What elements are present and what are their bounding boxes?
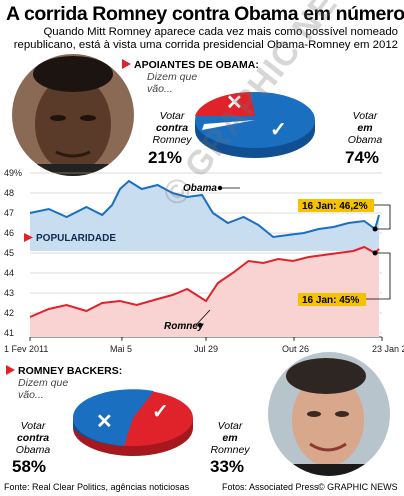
x-tick-label: Out 26 — [282, 344, 309, 354]
romney-panel-arrow-icon — [6, 365, 15, 375]
obama-pie-chart: ✕ ✓ — [195, 92, 315, 158]
obama-area-fill — [30, 181, 379, 251]
chart-title-popularidade: POPULARIDADE — [36, 233, 116, 244]
obama-panel-right-label: Votar em Obama — [347, 110, 383, 146]
annotation-box — [298, 293, 366, 306]
page-subtitle: Quando Mitt Romney aparece cada vez mais… — [13, 26, 398, 51]
romney-pie-slice-vote-obama — [72, 389, 154, 446]
romney-panel-right-pct: 33% — [210, 457, 245, 476]
obama-panel-header: APOIANTES DE OBAMA: — [134, 59, 259, 71]
y-tick-label: 42 — [4, 308, 14, 318]
annotation-dot — [372, 250, 378, 256]
x-tick-label: 1 Fev 2011 — [4, 344, 48, 354]
x-tick-label: Mai 5 — [110, 344, 132, 354]
romney-label-dot — [197, 322, 203, 328]
chart-fills — [30, 181, 379, 337]
chart-lines — [29, 179, 380, 318]
footer-source: Fonte: Real Clear Politics, agências not… — [4, 482, 190, 492]
check-mark-icon: ✓ — [152, 401, 169, 423]
obama-panel-left-label: Votar contra Romney — [152, 110, 192, 146]
obama-pie-slice-vote-romney — [195, 92, 255, 116]
popularity-arrow-icon — [24, 233, 33, 242]
romney-panel-right-label: Votar em Romney — [210, 420, 250, 456]
y-tick-label: 44 — [4, 268, 14, 278]
y-tick-label: 48 — [4, 188, 14, 198]
romney-area-fill — [30, 247, 379, 337]
chart-series-labels: 1 Fev 2011 Mai 5 Jul 29 Out 26 23 Jan 2012 Ob… — [4, 183, 404, 354]
y-tick-label: 45 — [4, 248, 14, 258]
y-tick-label: 47 — [4, 208, 14, 218]
x-tick-label: Jul 29 — [194, 344, 218, 354]
annotation-leader — [374, 204, 391, 230]
romney-panel-left-pct: 58% — [12, 457, 47, 476]
annotation-label: 16 Jan: 45% — [302, 295, 359, 306]
romney-panel-header: ROMNEY BACKERS: — [18, 365, 123, 377]
page-title: A corrida Romney contra Obama em números — [6, 3, 404, 25]
annotation-leader — [366, 252, 391, 300]
y-tick-labels: 41 42 43 44 45 46 47 48 49% — [4, 168, 22, 338]
footer-photos: Fotos: Associated Press — [222, 482, 319, 492]
check-mark-icon: ✓ — [270, 119, 287, 141]
obama-panel-question: Dizem que vão... — [147, 71, 198, 95]
annotation-box — [298, 199, 374, 212]
obama-panel-arrow-icon — [122, 59, 131, 69]
romney-photo — [268, 352, 390, 476]
footer-copyright: © GRAPHIC NEWS — [318, 482, 398, 492]
annotation-label: 16 Jan: 46,2% — [302, 201, 368, 212]
y-tick-label: 43 — [4, 288, 14, 298]
romney-pie-chart: ✕ ✓ — [72, 389, 193, 456]
series-label-obama: Obama — [183, 183, 217, 194]
series-label-romney: Romney — [164, 321, 204, 332]
x-mark-icon: ✕ — [96, 411, 113, 433]
obama-photo — [12, 54, 134, 176]
obama-panel-right-pct: 74% — [345, 148, 380, 167]
chart-annotations: 16 Jan: 46,2% 16 Jan: 45% — [195, 185, 391, 328]
x-tick-label: 23 Jan 2012 — [372, 344, 404, 354]
y-tick-label: 41 — [4, 328, 14, 338]
romney-label-leader — [195, 309, 211, 326]
annotation-dot — [372, 226, 378, 232]
romney-panel-left-label: Votar contra Obama — [15, 420, 51, 456]
obama-pie-slice-other — [202, 120, 255, 130]
series-line-romney — [29, 245, 380, 318]
y-tick-label: 49% — [4, 168, 22, 178]
obama-panel-left-pct: 21% — [148, 148, 183, 167]
y-tick-label: 46 — [4, 228, 14, 238]
series-line-obama — [29, 179, 380, 239]
x-mark-icon: ✕ — [226, 92, 243, 114]
romney-panel-question: Dizem que vão... — [18, 377, 69, 401]
